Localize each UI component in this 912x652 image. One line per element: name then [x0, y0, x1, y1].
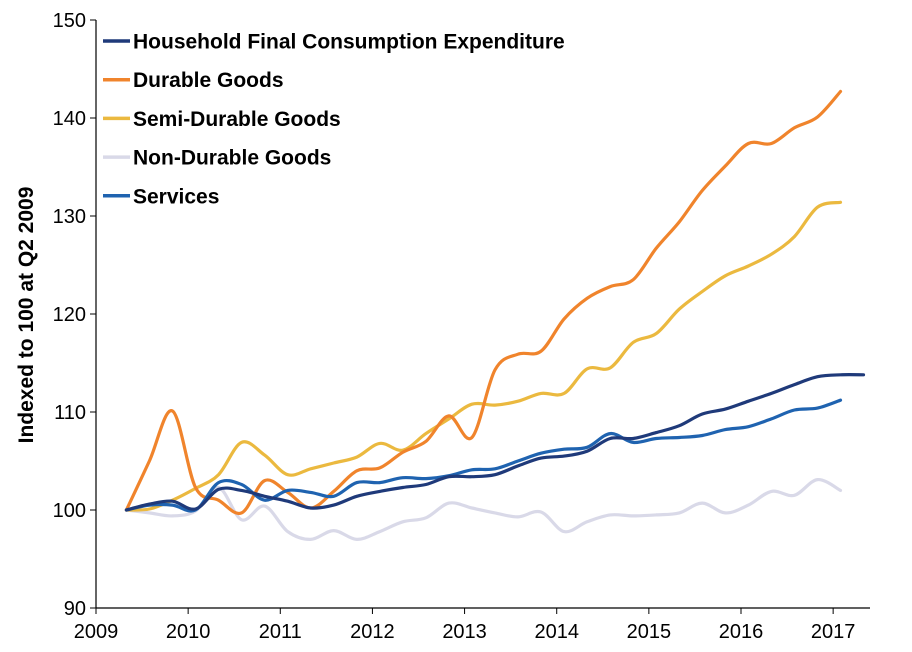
legend: Household Final Consumption Expenditure D… [103, 31, 565, 208]
x-tick-label: 2017 [811, 621, 856, 643]
legend-label-household-final-consumption-expenditure: Household Final Consumption Expenditure [133, 31, 565, 54]
series-line-semi-durable-goods [124, 200, 843, 512]
x-tick-label: 2009 [74, 621, 119, 643]
legend-label-semi-durable-goods: Semi-Durable Goods [133, 108, 341, 131]
legend-label-durable-goods: Durable Goods [133, 69, 284, 92]
x-tick-label: 2014 [534, 621, 579, 643]
series-line-household-final-consumption-expenditure [124, 373, 866, 512]
x-tick-label: 2015 [627, 621, 672, 643]
legend-label-services: Services [133, 185, 219, 208]
y-tick-label: 100 [53, 500, 86, 522]
y-tick-label: 130 [53, 206, 86, 228]
x-tick-label: 2016 [719, 621, 764, 643]
x-tick-label: 2010 [166, 621, 211, 643]
y-tick-label: 140 [53, 108, 86, 130]
y-tick-label: 120 [53, 304, 86, 326]
plot-lines [124, 89, 866, 542]
y-tick-label: 90 [64, 598, 86, 620]
series-line-non-durable-goods [124, 477, 843, 542]
legend-label-non-durable-goods: Non-Durable Goods [133, 147, 331, 170]
x-tick-label: 2013 [442, 621, 487, 643]
axes: 90 100 110 120 130 140 150 2009 2010 2011 2012 2013… [53, 10, 870, 643]
y-axis-title: Indexed to 100 at Q2 2009 [15, 187, 38, 444]
series-line-services [124, 398, 843, 513]
x-tick-label: 2011 [259, 621, 302, 643]
series-line-durable-goods [124, 89, 843, 516]
y-tick-label: 110 [54, 402, 86, 424]
y-tick-label: 150 [53, 10, 86, 32]
x-tick-label: 2012 [350, 621, 395, 643]
